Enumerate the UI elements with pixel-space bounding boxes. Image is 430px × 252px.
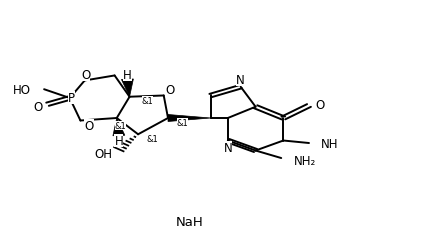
Text: P: P: [68, 91, 75, 104]
Polygon shape: [121, 80, 133, 97]
Polygon shape: [168, 115, 211, 122]
Text: &1: &1: [147, 134, 158, 143]
Text: H: H: [123, 69, 132, 81]
Text: &1: &1: [177, 119, 188, 128]
Text: O: O: [315, 98, 324, 111]
Text: O: O: [34, 100, 43, 113]
Text: NH: NH: [321, 137, 338, 150]
Text: HO: HO: [13, 83, 31, 96]
Text: NH₂: NH₂: [294, 154, 316, 167]
Text: OH: OH: [95, 147, 113, 160]
Text: &1: &1: [141, 97, 153, 106]
Text: H: H: [114, 135, 123, 147]
Text: N: N: [236, 74, 245, 87]
Text: O: O: [84, 119, 94, 133]
Text: N: N: [224, 141, 232, 154]
Text: O: O: [81, 69, 90, 81]
Text: NaH: NaH: [175, 215, 203, 228]
Text: &1: &1: [115, 121, 126, 131]
Polygon shape: [113, 118, 125, 136]
Text: O: O: [166, 83, 175, 96]
